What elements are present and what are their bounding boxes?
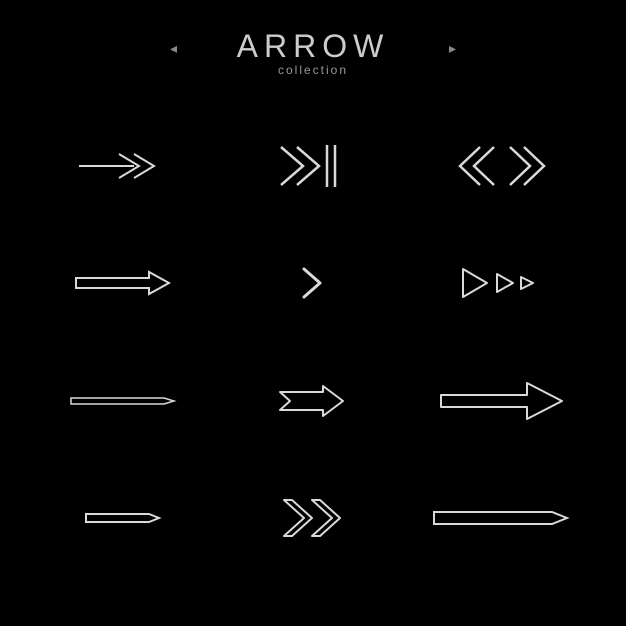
icon-grid xyxy=(0,97,626,597)
short-outline-bar-arrow-icon xyxy=(54,478,194,558)
long-outline-bar-arrow-icon xyxy=(432,478,572,558)
header-deco-left-icon: ◂ xyxy=(170,40,177,57)
header: ◂ ARROW collection ▸ xyxy=(0,0,626,77)
double-angle-brackets-icon xyxy=(432,126,572,206)
flag-tail-arrow-icon xyxy=(243,361,383,441)
page-title: ARROW xyxy=(0,28,626,65)
thin-long-arrow-icon xyxy=(54,361,194,441)
large-outline-arrow-icon xyxy=(432,361,572,441)
outline-block-arrow-icon xyxy=(54,243,194,323)
page-subtitle: collection xyxy=(0,63,626,77)
triangle-play-triple-icon xyxy=(432,243,572,323)
double-rounded-chevron-icon xyxy=(243,478,383,558)
skip-to-end-arrow-icon xyxy=(243,126,383,206)
double-chevron-arrow-icon xyxy=(54,126,194,206)
single-chevron-icon xyxy=(243,243,383,323)
header-deco-right-icon: ▸ xyxy=(449,40,456,57)
